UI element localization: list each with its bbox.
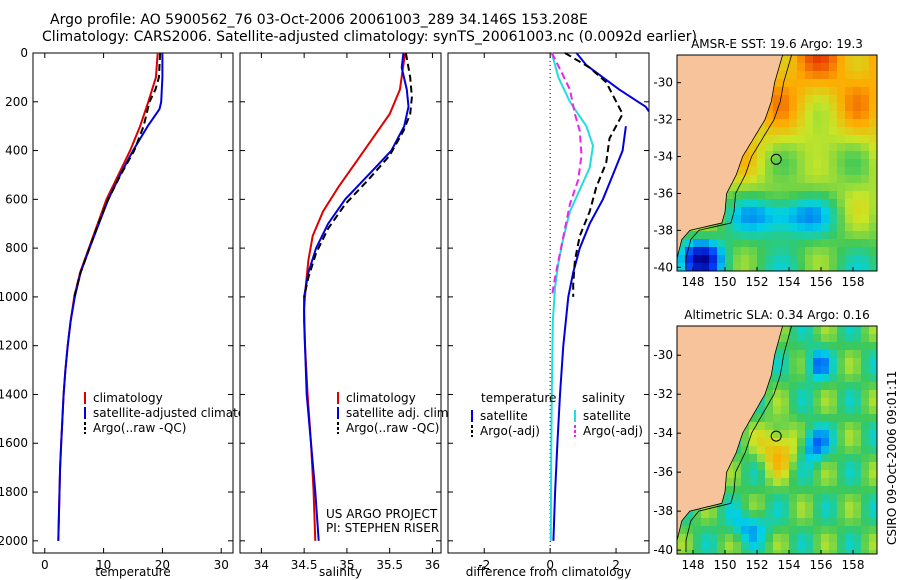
figure-title-line1: Argo profile: AO 5900562_76 03-Oct-2006 … [50,12,588,28]
sla-ytick-label: -40 [653,543,673,557]
sst-map-frame [676,54,878,272]
difference-series-satellite-line [575,52,650,113]
difference-xtick-label: -2 [478,558,490,572]
temperature-legend-item-label: satellite-adjusted climatology [93,406,271,420]
difference-legend-temperature-item-label: Argo(-adj) [480,424,540,438]
sla-argo-location-marker [770,430,782,442]
difference-legend-header-salinity: salinity [582,391,625,405]
salinity-xtick-label: 35.5 [376,558,403,572]
temperature-series-argo-raw-qc--line [73,52,162,298]
sla-ytick-label: -32 [653,387,673,401]
sst-ytick-label: -34 [653,150,673,164]
temperature-ytick-label: 1400 [0,387,28,401]
sst-land-mass [677,55,784,271]
difference-series-argo-adj--line [550,52,583,298]
project-credit: US ARGO PROJECT [326,507,438,521]
sst-map-title: AMSR-E SST: 19.6 Argo: 19.3 [691,37,863,51]
sla-shelf-contour [685,326,792,553]
temperature-ytick-label: 1200 [0,339,28,353]
salinity-legend-item-label: climatology [346,391,416,405]
salinity-xlabel: salinity [319,565,362,579]
temperature-ytick-label: 1600 [0,436,28,450]
temperature-ytick-label: 400 [5,144,28,158]
sst-ytick-label: -40 [653,260,673,274]
sst-xtick-label: 150 [714,275,737,289]
sla-ytick-label: -30 [653,348,673,362]
difference-series-satellite-line [549,52,595,541]
salinity-series-satellite-adj-clim--line [303,52,410,541]
difference-xtick-label: 0 [546,558,554,572]
temperature-xlabel: temperature [95,565,170,579]
sla-xtick-label: 154 [778,558,801,572]
salinity-xtick-label: 34 [254,558,269,572]
salinity-legend-item-label: satellite adj. clim. [346,406,452,420]
temperature-ytick-label: 200 [5,95,28,109]
temperature-ytick-label: 1800 [0,485,28,499]
temperature-xtick-label: 30 [214,558,229,572]
temperature-ytick-label: 2000 [0,534,28,548]
sst-xtick-label: 154 [778,275,801,289]
sla-land-mass [677,326,784,554]
salinity-axes-frame [239,52,442,554]
sst-xtick-label: 156 [810,275,833,289]
sla-map-panel: 148 150 152 154 156 158 -30 -32 -34 -36 -38 -40 Alti… [653,308,878,572]
side-credit-text: CSIRO 09-Oct-2006 09:01:11 [885,371,899,545]
difference-legend-salinity-item-label: satellite [583,409,631,423]
temperature-legend-item-label: Argo(..raw -QC) [93,421,186,435]
sla-xtick-label: 148 [682,558,705,572]
temperature-panel: 0 10 20 30 0 200 400 600 800 1000 1200 1400 1600 1800… [0,46,271,579]
sla-map-frame [676,325,878,555]
sst-xtick-label: 148 [682,275,705,289]
temperature-ytick-label: 600 [5,192,28,206]
pi-credit: PI: STEPHEN RISER [326,521,439,535]
temperature-ytick-label: 800 [5,241,28,255]
temperature-ytick-label: 0 [20,46,28,60]
sla-xtick-label: 156 [810,558,833,572]
sst-argo-location-marker [770,153,782,165]
sst-xtick-label: 152 [746,275,769,289]
salinity-legend-item-label: Argo(..raw -QC) [346,421,439,435]
difference-legend-temperature-item-label: satellite [480,409,528,423]
salinity-xtick-label: 34.5 [291,558,318,572]
difference-xlabel: difference from climatology [466,565,632,579]
sla-ytick-label: -38 [653,504,673,518]
temperature-legend-item-label: climatology [93,391,163,405]
sla-ytick-label: -36 [653,465,673,479]
temperature-xtick-label: 10 [96,558,111,572]
sst-ytick-label: -36 [653,186,673,200]
difference-legend-salinity-item-label: Argo(-adj) [583,424,643,438]
sla-xtick-label: 152 [746,558,769,572]
sst-ytick-label: -38 [653,223,673,237]
sst-xtick-label: 158 [842,275,865,289]
sst-shelf-contour [685,55,792,270]
difference-axes-frame [447,52,650,554]
temperature-ytick-label: 1000 [0,290,28,304]
sla-map-title: Altimetric SLA: 0.34 Argo: 0.16 [684,308,869,322]
sla-ytick-label: -34 [653,426,673,440]
sla-xtick-label: 158 [842,558,865,572]
figure-title-line2: Climatology: CARS2006. Satellite-adjuste… [42,29,697,45]
sst-ytick-label: -30 [653,76,673,90]
salinity-series-argo-raw-qc--line [303,52,413,298]
salinity-xtick-label: 35 [339,558,354,572]
salinity-panel: 34 34.5 35 35.5 36 salinity climatologysatelli… [239,52,452,579]
sst-map-panel: 148 150 152 154 156 158 -30 -32 -34 -36 -38 -40 AMSR… [653,37,878,289]
difference-legend-header-temperature: temperature [481,391,556,405]
sst-ytick-label: -32 [653,113,673,127]
difference-series-argo-adj--line [564,52,624,297]
temperature-axes-frame [32,52,234,554]
sla-xtick-label: 150 [714,558,737,572]
salinity-xtick-label: 36 [425,558,440,572]
temperature-xtick-label: 20 [155,558,170,572]
difference-xtick-label: 2 [612,558,620,572]
temperature-xtick-label: 0 [41,558,49,572]
